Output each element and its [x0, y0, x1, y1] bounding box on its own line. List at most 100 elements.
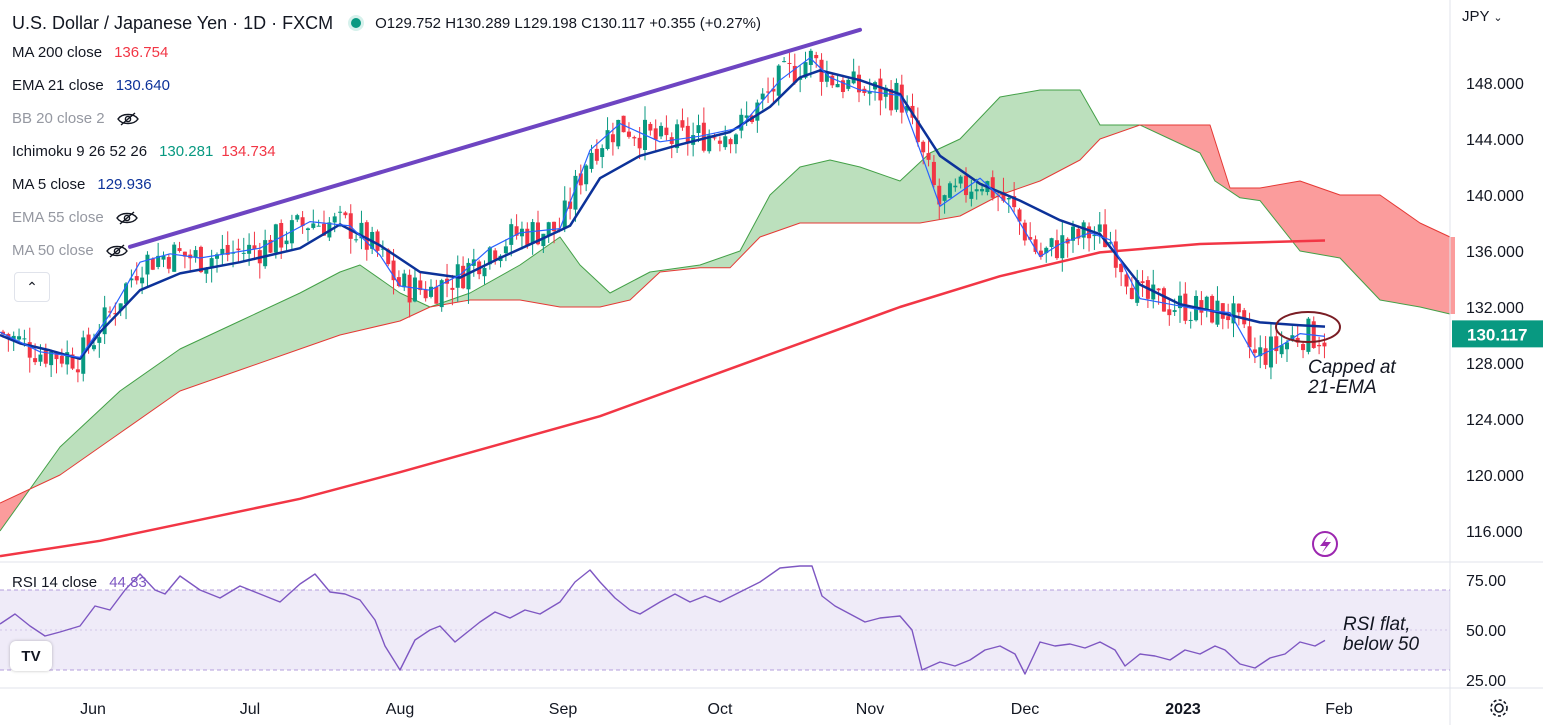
candle-up [354, 239, 359, 241]
candle-up [1285, 342, 1289, 350]
candle-up [305, 228, 310, 231]
indicator-row[interactable]: BB 20 close 2 [12, 102, 761, 135]
candle-down [364, 222, 369, 250]
candle-up [573, 175, 578, 210]
candle-up [867, 91, 872, 94]
symbol-title[interactable]: U.S. Dollar / Japanese Yen · 1D · FXCM [12, 12, 334, 33]
candle-down [664, 127, 669, 136]
lightning-icon[interactable] [1312, 531, 1338, 557]
eye-hidden-icon[interactable] [115, 201, 138, 234]
candle-down [434, 286, 439, 304]
rsi-value: 44.83 [109, 574, 147, 591]
candle-down [450, 287, 455, 290]
candle-up [733, 134, 738, 145]
candle-down [996, 195, 1001, 197]
candle-down [198, 246, 203, 273]
candle-up [124, 283, 129, 304]
candle-up [97, 337, 102, 343]
candle-up [696, 125, 701, 134]
candle-down [1236, 303, 1241, 313]
candle-down [43, 350, 48, 364]
candle-down [632, 137, 637, 139]
candle-down [728, 139, 733, 145]
time-tick-label: 2023 [1165, 701, 1201, 718]
currency-button[interactable]: JPY ⌄ [1462, 8, 1503, 25]
axes: 148.000 144.000 140.000 136.000 132.000 128.0… [80, 76, 1543, 718]
candle-up [835, 84, 840, 88]
candle-up [65, 352, 70, 365]
indicator-row[interactable]: EMA 55 close [12, 201, 761, 234]
candle-down [1103, 224, 1108, 248]
candle-down [1226, 316, 1231, 321]
indicator-row[interactable]: MA 5 close 129.936 [12, 168, 761, 201]
time-tick-label: Feb [1325, 701, 1353, 718]
price-badge [1452, 320, 1543, 348]
collapse-legend-button[interactable]: ⌃ [14, 272, 50, 302]
candle-up [541, 233, 546, 247]
candle-down [1033, 239, 1038, 252]
candle-up [1231, 303, 1236, 324]
candle-up [263, 240, 268, 267]
capped-annotation: Capped at 21-EMA [1308, 358, 1396, 398]
candle-down [113, 313, 118, 315]
candle-down [59, 355, 64, 364]
candle-up [883, 87, 888, 97]
candle-up [760, 93, 765, 100]
candle-down [166, 257, 171, 269]
capped-line-2: 21-EMA [1308, 377, 1377, 398]
candle-up [1108, 242, 1113, 244]
candle-up [338, 211, 343, 213]
candle-up [17, 336, 22, 340]
candle-down [717, 140, 722, 144]
candle-down [1087, 226, 1092, 239]
indicator-row[interactable]: EMA 21 close 130.640 [12, 69, 761, 102]
candle-down [407, 274, 412, 303]
price-tick-label: 124.000 [1466, 412, 1524, 429]
candle-up [1178, 295, 1182, 309]
candle-down [33, 358, 38, 363]
rsi-note-line-2: below 50 [1343, 634, 1420, 655]
candle-down [680, 120, 685, 128]
candle-down [1124, 274, 1129, 287]
candle-up [466, 262, 471, 290]
candle-up [1081, 222, 1086, 238]
indicator-label: MA 50 close [12, 242, 94, 259]
rsi-note-line-1: RSI flat, [1343, 614, 1411, 635]
candle-down [621, 115, 626, 133]
candle-down [1017, 209, 1022, 222]
rsi-tick-label: 50.00 [1466, 623, 1506, 640]
candle-up [204, 267, 209, 274]
candle-up [782, 61, 787, 63]
eye-hidden-icon[interactable] [116, 102, 139, 135]
indicator-row[interactable]: MA 50 close [12, 234, 761, 267]
candle-down [1012, 196, 1017, 208]
candle-up [209, 258, 214, 269]
candle-down [1156, 288, 1161, 291]
ema21-line [0, 69, 1326, 361]
rsi-tick-label: 25.00 [1466, 673, 1506, 690]
rsi-line [0, 565, 1326, 675]
indicator-row[interactable]: Ichimoku 9 26 52 26 130.281 134.734 [12, 135, 761, 168]
indicator-row[interactable]: MA 200 close 136.754 [12, 36, 761, 69]
candle-up [311, 223, 316, 228]
eye-hidden-icon[interactable] [105, 234, 128, 267]
tradingview-logo[interactable]: TV [10, 641, 52, 671]
price-tick-label: 132.000 [1466, 300, 1524, 317]
candle-up [1306, 318, 1311, 352]
candle-up [969, 191, 974, 199]
candle-up [691, 135, 696, 145]
candle-down [375, 231, 380, 251]
candle-up [947, 183, 952, 198]
rsi-pane [0, 565, 1450, 675]
candle-up [172, 244, 177, 272]
candle-down [1140, 281, 1145, 283]
candle-up [118, 303, 123, 311]
candle-down [685, 125, 690, 144]
candle-down [386, 249, 391, 265]
candle-up [273, 224, 278, 253]
gear-icon[interactable] [1488, 697, 1510, 719]
candle-up [1049, 238, 1054, 247]
candle-down [1252, 349, 1257, 353]
